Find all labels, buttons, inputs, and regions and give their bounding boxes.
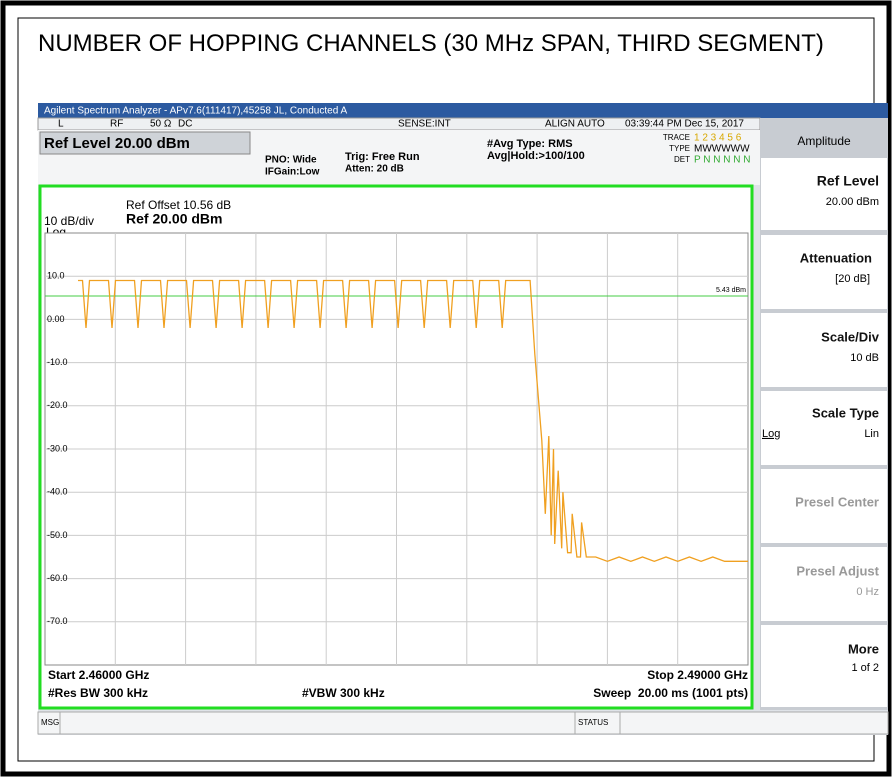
ref-level: Ref Level 20.00 dBm — [44, 135, 190, 152]
sense: SENSE:INT — [398, 119, 451, 130]
y-tick-label: -60.0 — [47, 573, 68, 583]
impedance: 50 Ω — [150, 119, 172, 130]
softkey-label: Attenuation — [800, 250, 872, 265]
softkey-label: Ref Level — [817, 173, 879, 189]
stop: Stop 2.49000 GHz — [647, 668, 748, 682]
softkey-label: Scale/Div — [821, 329, 880, 344]
page-title: NUMBER OF HOPPING CHANNELS (30 MHz SPAN,… — [38, 30, 824, 57]
trace-label: TRACE — [663, 133, 690, 142]
vbw: #VBW 300 kHz — [302, 686, 385, 700]
softkey-value: 20.00 dBm — [826, 196, 879, 208]
ifgain: IFGain:Low — [265, 167, 320, 178]
softkey-label: More — [848, 641, 879, 656]
softkey-label: Presel Center — [795, 494, 879, 509]
trig: Trig: Free Run — [345, 151, 420, 163]
type-vals: MWWWWW — [694, 144, 750, 155]
scale: 10 dB/div — [44, 214, 94, 228]
trace-nums: 1 2 3 4 5 6 — [694, 133, 742, 144]
softkey-value: [20 dB] — [835, 273, 870, 285]
datetime: 03:39:44 PM Dec 15, 2017 — [625, 119, 744, 130]
mode: L — [58, 119, 64, 130]
softkey-value: 0 Hz — [856, 586, 879, 598]
y-tick-label: -70.0 — [47, 616, 68, 626]
rf: RF — [110, 119, 123, 130]
avg-hold: Avg|Hold:>100/100 — [487, 150, 585, 162]
y-tick-label: -10.0 — [47, 357, 68, 367]
softkey-option: Lin — [864, 428, 879, 440]
window-title: Agilent Spectrum Analyzer - APv7.6(11141… — [44, 106, 347, 117]
softkey-label: Scale Type — [812, 405, 879, 420]
status: STATUS — [578, 718, 608, 727]
softkey-option: Log — [762, 428, 780, 440]
rbw: #Res BW 300 kHz — [48, 686, 148, 700]
sweep: Sweep 20.00 ms (1001 pts) — [593, 686, 748, 700]
softkey[interactable] — [761, 235, 887, 309]
start: Start 2.46000 GHz — [48, 668, 149, 682]
msg: MSG — [41, 718, 59, 727]
y-tick-label: 10.0 — [47, 271, 65, 281]
type-label: TYPE — [669, 144, 690, 153]
threshold-label: 5.43 dBm — [716, 287, 746, 294]
det-vals: P N N N N N — [694, 155, 751, 166]
softkey-label: Presel Adjust — [796, 563, 879, 578]
trace — [78, 279, 748, 562]
align: ALIGN AUTO — [545, 119, 605, 130]
softkey-panel: Amplitude Ref Level 20.00 dBm Attenuatio… — [760, 118, 888, 710]
softkey[interactable] — [761, 469, 887, 543]
softkey[interactable] — [761, 313, 887, 387]
softkey-value: 10 dB — [850, 352, 879, 364]
det-label: DET — [674, 155, 690, 164]
y-tick-label: -40.0 — [47, 487, 68, 497]
coupling: DC — [178, 119, 192, 130]
y-tick-label: -20.0 — [47, 400, 68, 410]
menu-title: Amplitude — [797, 134, 851, 148]
softkey-value: 1 of 2 — [851, 662, 879, 674]
y-tick-label: 0.00 — [47, 314, 65, 324]
softkey[interactable] — [761, 158, 887, 230]
ref: Ref 20.00 dBm — [126, 211, 222, 227]
softkey[interactable] — [761, 547, 887, 621]
statusbar — [37, 711, 889, 735]
title-box: NUMBER OF HOPPING CHANNELS (30 MHz SPAN,… — [38, 30, 824, 57]
ref-offset: Ref Offset 10.56 dB — [126, 198, 231, 212]
pno: PNO: Wide — [265, 155, 317, 166]
avg-type: #Avg Type: RMS — [487, 138, 573, 150]
y-tick-label: -50.0 — [47, 530, 68, 540]
atten: Atten: 20 dB — [345, 164, 404, 175]
ref-level-box — [39, 131, 251, 155]
softkey[interactable] — [761, 391, 887, 465]
y-tick-label: -30.0 — [47, 443, 68, 453]
softkey[interactable] — [761, 625, 887, 707]
window-titlebar — [38, 103, 888, 118]
